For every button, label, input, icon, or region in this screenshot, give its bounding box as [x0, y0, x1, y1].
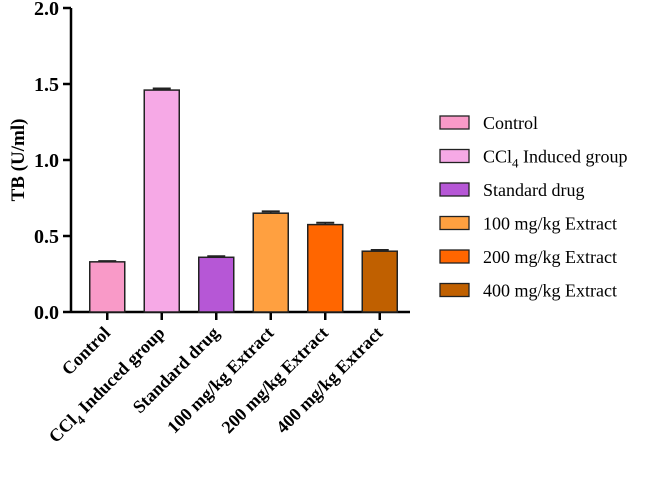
bar	[361, 250, 398, 313]
x-tick-label: 400 mg/kg Extract	[272, 323, 387, 438]
legend-swatch	[439, 215, 470, 231]
y-axis: 0.0 0.5 1.0 1.5 2.0	[34, 0, 73, 324]
legend-swatch	[439, 182, 470, 197]
y-axis-title: TB (U/ml)	[8, 119, 29, 202]
y-tick-label: 0.5	[34, 226, 59, 248]
legend-label: CCl4 Induced group	[483, 147, 627, 171]
legend-swatch	[439, 249, 470, 264]
legend-item: CCl4 Induced group	[439, 147, 627, 171]
legend-label: Standard drug	[483, 180, 584, 200]
bar	[198, 256, 235, 313]
bars	[89, 87, 398, 313]
y-tick-label: 1.0	[34, 150, 59, 172]
y-tick-label: 1.5	[34, 74, 59, 96]
legend-label: 400 mg/kg Extract	[483, 281, 617, 301]
bar	[143, 89, 180, 313]
legend-swatch	[439, 282, 470, 298]
legend-item: 400 mg/kg Extract	[439, 281, 617, 301]
legend: Control CCl4 Induced group Standard drug 10…	[439, 113, 627, 301]
bar	[89, 261, 126, 313]
bar	[307, 223, 344, 313]
legend-item: Control	[439, 113, 538, 133]
legend-label: 100 mg/kg Extract	[483, 214, 617, 234]
legend-item: Standard drug	[439, 180, 584, 200]
legend-swatch	[439, 148, 470, 164]
legend-label: 200 mg/kg Extract	[483, 247, 617, 267]
legend-item: 100 mg/kg Extract	[439, 214, 617, 234]
legend-label: Control	[483, 113, 538, 133]
legend-swatch	[439, 115, 470, 130]
y-tick-label: 0.0	[34, 302, 59, 324]
y-tick-label: 2.0	[34, 0, 59, 20]
legend-item: 200 mg/kg Extract	[439, 247, 617, 267]
bar	[252, 212, 289, 313]
